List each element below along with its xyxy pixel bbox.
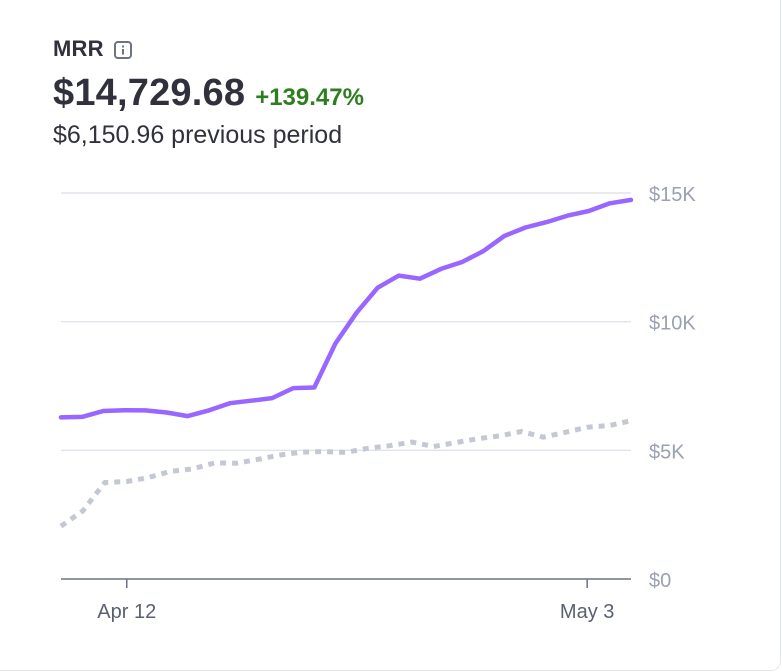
y-tick-label: $0: [649, 570, 671, 592]
y-tick-label: $5K: [649, 441, 685, 463]
previous-period-line: [59, 418, 632, 529]
change-badge: +139.47%: [255, 84, 364, 111]
metric-title: MRR: [53, 36, 104, 61]
metric-value: $14,729.68: [53, 72, 246, 114]
y-tick-label: $10K: [649, 313, 696, 335]
current-period-line: [58, 197, 634, 420]
title-row: MRR: [53, 34, 364, 64]
metric-header: MRR $14,729.68 +139.47% $6,150.96 previo…: [53, 34, 364, 150]
value-row: $14,729.68 +139.47%: [53, 72, 364, 115]
y-tick-label: $15K: [649, 184, 696, 206]
x-tick-label: Apr 12: [97, 601, 156, 623]
x-tick-label: May 3: [560, 601, 614, 623]
previous-period-value: $6,150.96 previous period: [53, 121, 343, 149]
info-icon[interactable]: [113, 40, 132, 59]
